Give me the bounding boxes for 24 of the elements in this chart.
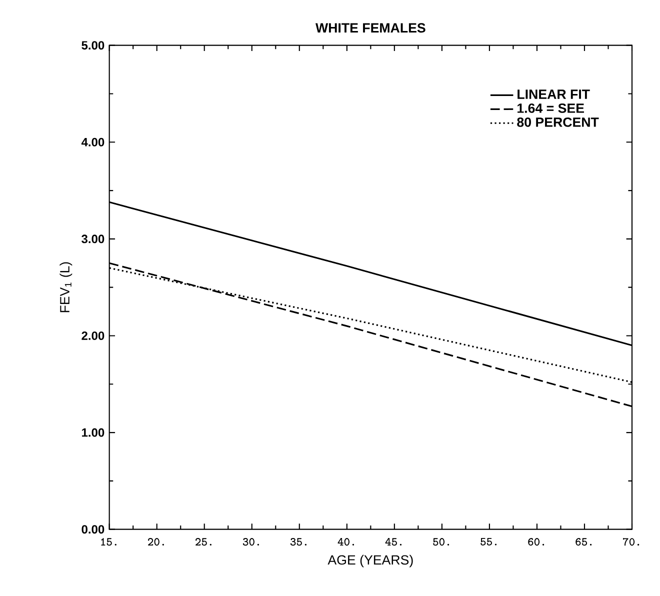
y-tick-label: 3.00 xyxy=(82,234,104,244)
x-tick-label: 55. xyxy=(480,538,497,546)
x-tick-label: 60. xyxy=(528,538,544,546)
x-tick-label: 20. xyxy=(148,538,164,546)
x-tick-label: 25. xyxy=(196,538,212,546)
x-tick-label: 35. xyxy=(290,538,307,546)
legend-label: 1.64 = SEE xyxy=(518,103,584,113)
x-tick-label: 15. xyxy=(101,538,116,546)
x-tick-label: 50. xyxy=(433,538,450,546)
chart-title: WHITE FEMALES xyxy=(316,23,426,33)
y-tick-label: 5.00 xyxy=(82,41,104,50)
y-tick-label: 0.00 xyxy=(82,525,104,534)
x-tick-label: 65. xyxy=(576,538,592,546)
y-tick-label: 1.00 xyxy=(82,428,104,437)
x-tick-label: 70. xyxy=(623,538,640,546)
x-tick-label: 40. xyxy=(338,538,354,546)
y-tick-label: 2.00 xyxy=(82,331,104,340)
y-tick-label: 4.00 xyxy=(81,138,104,146)
x-axis-title: AGE (YEARS) xyxy=(328,554,413,568)
legend-label: 80 PERCENT xyxy=(517,117,599,127)
legend-label: LINEAR FIT xyxy=(518,90,590,99)
y-axis-title: FEV$_{1}$ (L) xyxy=(60,262,72,312)
x-tick-label: 30. xyxy=(242,538,260,546)
x-tick-label: 45. xyxy=(385,538,402,546)
